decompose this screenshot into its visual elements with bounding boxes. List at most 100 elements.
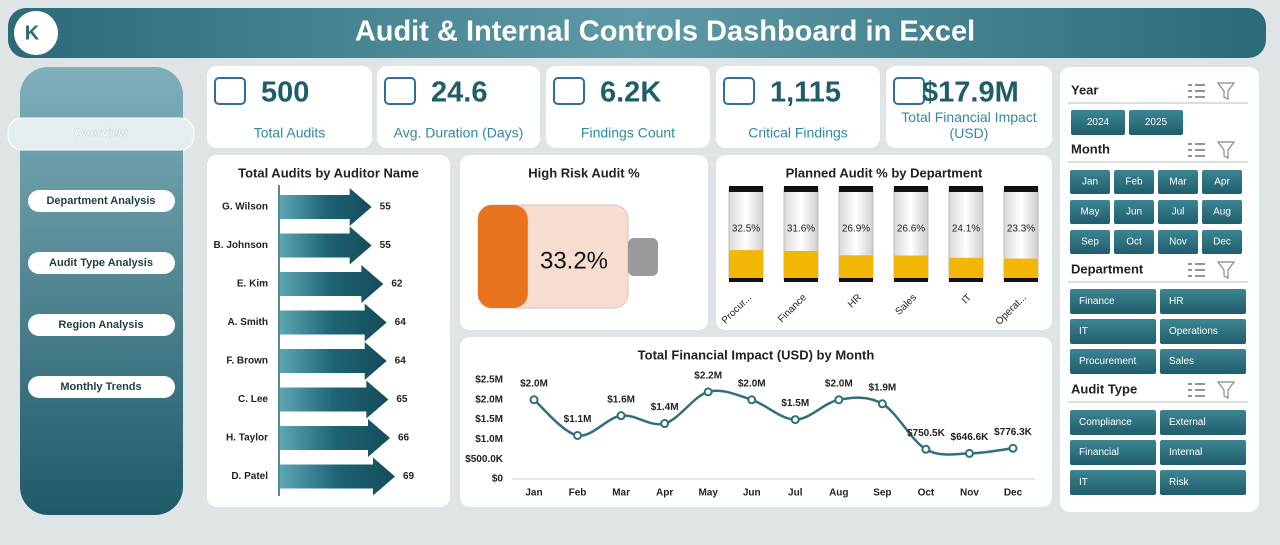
nav-button[interactable] <box>28 252 175 274</box>
page-title: Audit & Internal Controls Dashboard in E… <box>355 16 975 48</box>
slicer-button[interactable] <box>1160 349 1246 374</box>
category-label: G. Wilson <box>222 202 268 213</box>
slicer-clear-icon[interactable] <box>1216 141 1236 159</box>
slicer-select-icon[interactable] <box>1188 383 1205 397</box>
data-label: 32.5% <box>732 224 760 235</box>
slicer-button[interactable] <box>1160 319 1246 344</box>
nav-button[interactable] <box>28 314 175 336</box>
slicer-button[interactable] <box>1158 170 1198 194</box>
slicer-item: IT <box>1079 326 1088 337</box>
slicer-button[interactable] <box>1070 200 1110 224</box>
tube-fill <box>784 250 818 280</box>
slicer-button[interactable] <box>1160 470 1246 495</box>
nav-button-active[interactable] <box>7 117 195 151</box>
slicer-clear-icon[interactable] <box>1216 82 1236 100</box>
nav-button[interactable] <box>28 376 175 398</box>
kpi-label: Findings Count <box>581 125 675 141</box>
kpi-label: Total Financial Impact (USD) <box>901 109 1037 141</box>
slicer-item: Sales <box>1169 356 1194 367</box>
slicer-button[interactable] <box>1202 200 1242 224</box>
tube-base <box>894 278 928 282</box>
slicer-item: Jun <box>1126 207 1142 218</box>
slicer-button[interactable] <box>1158 200 1198 224</box>
slicer-button[interactable] <box>1160 289 1246 314</box>
slicer-item: 2024 <box>1087 117 1110 128</box>
y-tick-label: $500.0K <box>465 454 504 465</box>
tube-cap <box>729 186 763 192</box>
kpi-value: 24.6 <box>431 77 487 109</box>
x-tick-label: Jun <box>743 488 761 499</box>
x-tick-label: May <box>698 488 718 499</box>
nav-label: Department Analysis <box>46 195 155 207</box>
data-label: 55 <box>380 202 392 213</box>
kpi-icon <box>553 77 585 105</box>
y-tick-label: $1.0M <box>475 434 503 445</box>
kpi-label: Avg. Duration (Days) <box>394 125 524 141</box>
slicer-item: External <box>1169 417 1206 428</box>
slicer-button[interactable] <box>1158 230 1198 254</box>
chart-title: Total Audits by Auditor Name <box>238 165 419 180</box>
slicer-select-icon[interactable] <box>1188 84 1205 98</box>
slicer-select-icon[interactable] <box>1188 143 1205 157</box>
battery-level <box>478 205 528 308</box>
point <box>877 399 887 409</box>
tube-base <box>1004 278 1038 282</box>
x-tick-label: Oct <box>918 488 935 499</box>
data-label: 31.6% <box>787 224 815 235</box>
tube-base <box>784 278 818 282</box>
slicer-item: Nov <box>1169 237 1187 248</box>
data-label: $776.3K <box>994 427 1033 438</box>
slicer-button[interactable] <box>1070 230 1110 254</box>
kpi-icon <box>384 77 416 105</box>
kpi-label: Total Audits <box>254 125 326 141</box>
slicer-clear-icon[interactable] <box>1216 261 1236 279</box>
slicer-button[interactable] <box>1070 470 1156 495</box>
slicer-item: Internal <box>1169 447 1202 458</box>
tube-base <box>949 278 983 282</box>
tube-cap <box>839 186 873 192</box>
slicer-title: Year <box>1071 82 1098 97</box>
point <box>529 395 539 405</box>
category-label: B. Johnson <box>214 240 268 251</box>
category-label: D. Patel <box>231 471 268 482</box>
slicer-button[interactable] <box>1202 230 1242 254</box>
logo-mark: K <box>25 22 40 44</box>
slicer-item: Feb <box>1125 177 1143 188</box>
nav-button[interactable] <box>28 190 175 212</box>
x-tick-label: Aug <box>829 488 848 499</box>
slicer-button[interactable] <box>1160 440 1246 465</box>
slicer-button[interactable] <box>1202 170 1242 194</box>
slicer-item: 2025 <box>1145 117 1168 128</box>
slicer-button[interactable] <box>1070 289 1156 314</box>
tube-cap <box>949 186 983 192</box>
slicer-button[interactable] <box>1070 410 1156 435</box>
point <box>573 430 583 440</box>
slicer-button[interactable] <box>1160 410 1246 435</box>
data-label: $646.6K <box>951 432 990 443</box>
slicer-select-icon[interactable] <box>1188 263 1205 277</box>
arrow-bar <box>280 457 395 496</box>
slicer-button[interactable] <box>1070 319 1156 344</box>
slicer-clear-icon[interactable] <box>1216 381 1236 399</box>
x-tick-label: Nov <box>960 488 979 499</box>
slicer-item: Dec <box>1213 237 1231 248</box>
x-tick-label: Sep <box>873 488 891 499</box>
slicer-button[interactable] <box>1071 110 1125 135</box>
slicer-item: Procurement <box>1079 356 1136 367</box>
tube-fill <box>949 257 983 280</box>
slicer-button[interactable] <box>1129 110 1183 135</box>
slicer-button[interactable] <box>1070 349 1156 374</box>
data-label: $1.6M <box>607 394 635 405</box>
slicer-button[interactable] <box>1070 170 1110 194</box>
slicer-button[interactable] <box>1114 200 1154 224</box>
data-label: 26.9% <box>842 224 870 235</box>
slicer-button[interactable] <box>1114 230 1154 254</box>
slicer-button[interactable] <box>1114 170 1154 194</box>
data-label: $1.1M <box>564 414 592 425</box>
slicer-button[interactable] <box>1070 440 1156 465</box>
tube-base <box>729 278 763 282</box>
arrow-bar <box>280 265 384 303</box>
tube-fill <box>839 255 873 280</box>
data-label: $750.5K <box>907 428 946 439</box>
